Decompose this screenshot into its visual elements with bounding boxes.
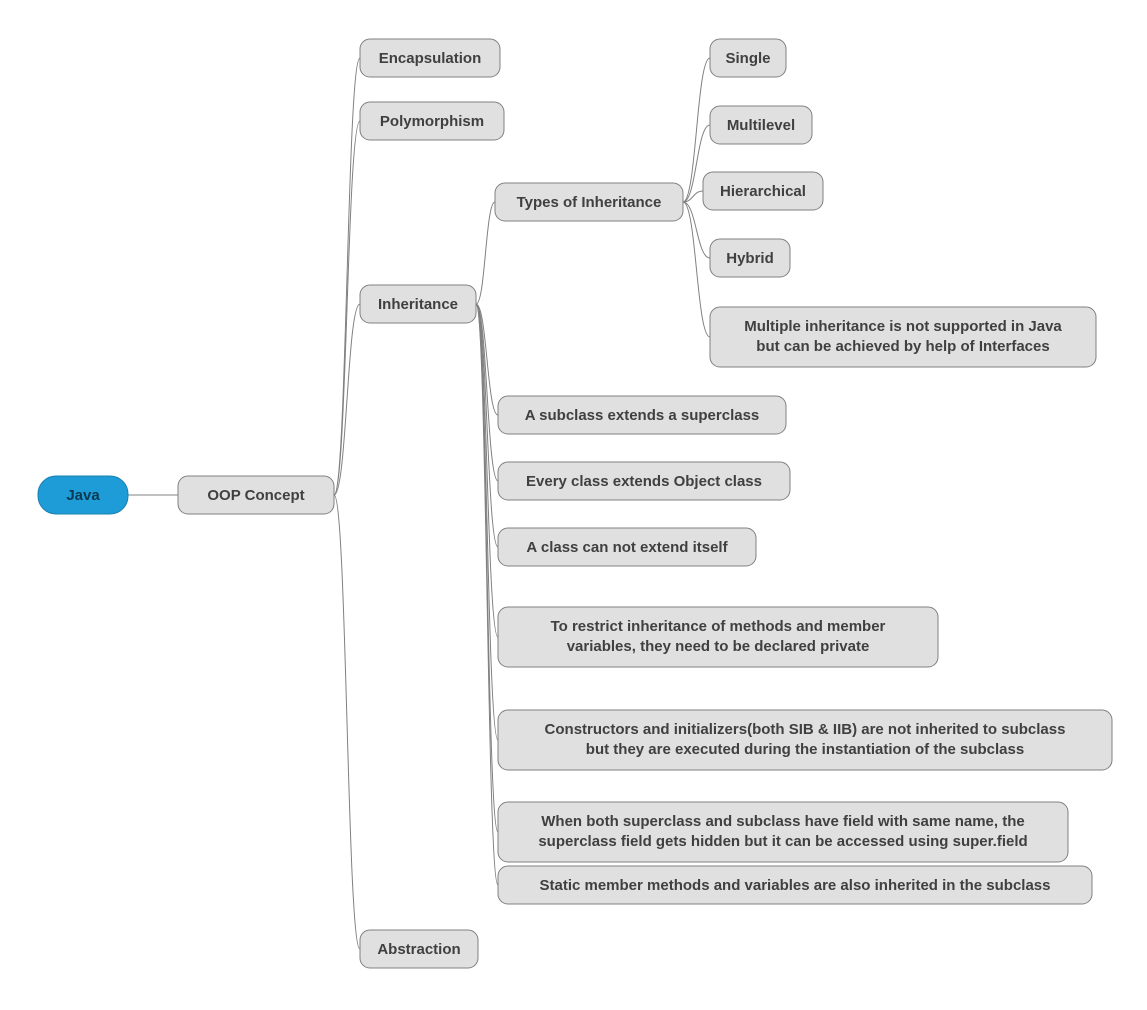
node-single[interactable]: Single (710, 39, 786, 77)
node-inherit-label: Inheritance (378, 296, 458, 313)
node-polymorph-label: Polymorphism (380, 113, 484, 130)
node-oop-label: OOP Concept (207, 487, 304, 504)
node-noext[interactable]: A class can not extend itself (498, 528, 756, 566)
edge-oop-polymorph (334, 121, 360, 495)
node-types[interactable]: Types of Inheritance (495, 183, 683, 221)
node-obj[interactable]: Every class extends Object class (498, 462, 790, 500)
node-hier-label: Hierarchical (720, 183, 806, 200)
node-hier[interactable]: Hierarchical (703, 172, 823, 210)
node-encaps-label: Encapsulation (379, 50, 482, 67)
edge-inherit-obj (476, 304, 498, 481)
edge-inherit-types (476, 202, 495, 304)
node-encaps[interactable]: Encapsulation (360, 39, 500, 77)
node-polymorph[interactable]: Polymorphism (360, 102, 504, 140)
node-inherit[interactable]: Inheritance (360, 285, 476, 323)
node-sub[interactable]: A subclass extends a superclass (498, 396, 786, 434)
node-oop[interactable]: OOP Concept (178, 476, 334, 514)
node-single-label: Single (725, 50, 770, 67)
node-priv[interactable]: To restrict inheritance of methods and m… (498, 607, 938, 667)
edge-inherit-super (476, 304, 498, 832)
node-multi-label: Multilevel (727, 117, 795, 134)
node-static-label: Static member methods and variables are … (539, 877, 1050, 894)
node-types-label: Types of Inheritance (517, 194, 662, 211)
edge-types-hybrid (683, 202, 710, 258)
node-sub-label: A subclass extends a superclass (525, 407, 760, 424)
node-abstract[interactable]: Abstraction (360, 930, 478, 968)
node-hybrid[interactable]: Hybrid (710, 239, 790, 277)
node-abstract-label: Abstraction (377, 941, 460, 958)
node-hybrid-label: Hybrid (726, 250, 774, 267)
edge-types-multiple (683, 202, 710, 337)
mindmap-canvas: Java OOP Concept Encapsulation Polymorphism… (0, 0, 1147, 1010)
node-obj-label: Every class extends Object class (526, 473, 762, 490)
edge-oop-inherit (334, 304, 360, 495)
node-java[interactable]: Java (38, 476, 128, 514)
node-noext-label: A class can not extend itself (526, 539, 728, 556)
edge-oop-abstract (334, 495, 360, 949)
node-ctor[interactable]: Constructors and initializers(both SIB &… (498, 710, 1112, 770)
node-static[interactable]: Static member methods and variables are … (498, 866, 1092, 904)
node-multi[interactable]: Multilevel (710, 106, 812, 144)
edge-inherit-ctor (476, 304, 498, 740)
edge-oop-encaps (334, 58, 360, 495)
nodes-group: Java OOP Concept Encapsulation Polymorphism… (38, 39, 1112, 968)
node-multiple[interactable]: Multiple inheritance is not supported in… (710, 307, 1096, 367)
node-java-label: Java (66, 487, 100, 504)
node-super[interactable]: When both superclass and subclass have f… (498, 802, 1068, 862)
